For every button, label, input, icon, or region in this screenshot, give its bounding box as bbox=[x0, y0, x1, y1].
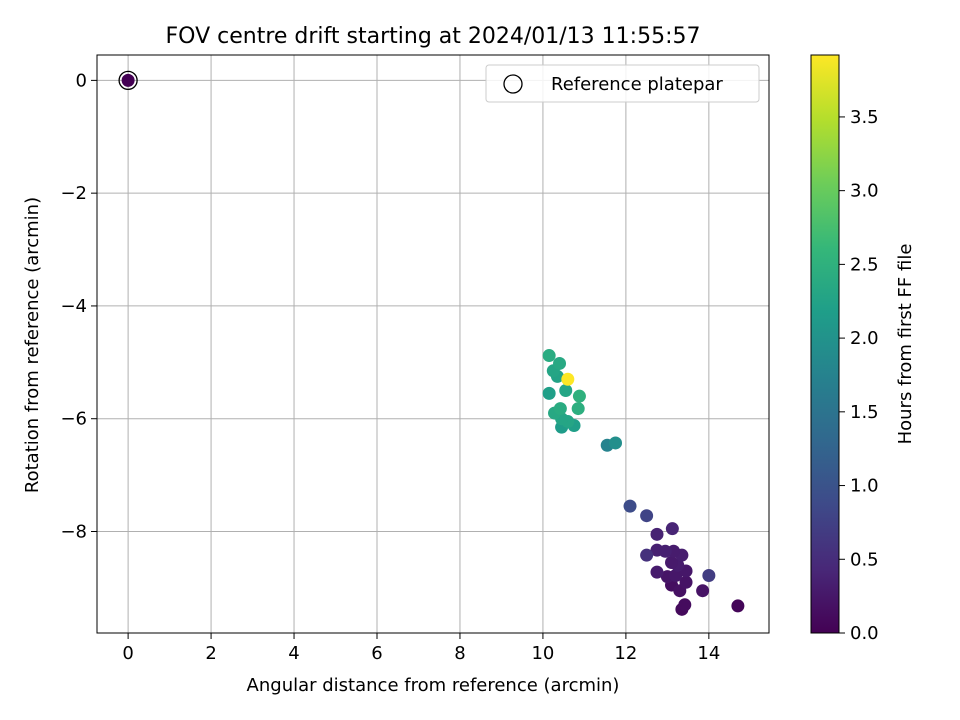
data-point bbox=[542, 349, 556, 363]
data-point bbox=[553, 356, 567, 370]
data-point bbox=[623, 499, 637, 513]
colorbar-tick-label: 3.5 bbox=[850, 107, 879, 128]
legend: Reference platepar bbox=[485, 64, 760, 103]
data-point bbox=[542, 386, 556, 400]
data-point bbox=[702, 568, 716, 582]
data-point bbox=[559, 384, 573, 398]
points-layer bbox=[118, 70, 745, 616]
data-point bbox=[609, 436, 623, 450]
colorbar-tick-label: 1.5 bbox=[850, 402, 879, 423]
legend-box bbox=[485, 64, 760, 103]
y-tick-label: −6 bbox=[60, 409, 87, 430]
y-tick-label: −2 bbox=[60, 183, 87, 204]
ticks-layer: 0 2 4 6 8 10 12 14 0 −2 −4 −6 −8 bbox=[60, 70, 720, 664]
x-tick-label: 6 bbox=[371, 643, 382, 664]
data-point bbox=[640, 509, 654, 523]
y-tick-label: −8 bbox=[60, 521, 87, 542]
data-point bbox=[561, 372, 575, 386]
axes-layer bbox=[96, 54, 770, 634]
colorbar-tick-label: 2.0 bbox=[850, 328, 879, 349]
data-point bbox=[665, 556, 679, 570]
colorbar-label: Hours from first FF file bbox=[895, 244, 916, 445]
data-point bbox=[678, 598, 692, 612]
data-point bbox=[571, 402, 585, 416]
x-tick-label: 10 bbox=[531, 643, 554, 664]
data-point bbox=[572, 389, 586, 403]
data-point bbox=[650, 527, 664, 541]
chart-title: FOV centre drift starting at 2024/01/13 … bbox=[166, 24, 701, 49]
x-tick-label: 12 bbox=[614, 643, 637, 664]
data-point bbox=[650, 565, 664, 579]
reference-point-ring bbox=[118, 70, 138, 91]
x-tick-label: 14 bbox=[697, 643, 720, 664]
data-point bbox=[553, 402, 567, 416]
legend-marker bbox=[503, 74, 523, 94]
colorbar-tick-label: 3.0 bbox=[850, 181, 879, 202]
data-point bbox=[696, 584, 710, 598]
x-axis-label: Angular distance from reference (arcmin) bbox=[247, 675, 620, 696]
x-tick-label: 2 bbox=[205, 643, 216, 664]
plot-frame bbox=[96, 54, 770, 634]
colorbar: 0.0 0.5 1.0 1.5 2.0 2.5 3.0 3.5 Hours from firs… bbox=[810, 54, 916, 644]
data-point bbox=[640, 548, 654, 562]
colorbar-tick-label: 1.0 bbox=[850, 476, 879, 497]
x-tick-label: 8 bbox=[454, 643, 465, 664]
colorbar-tick-label: 0.0 bbox=[850, 623, 879, 644]
colorbar-gradient bbox=[810, 54, 840, 634]
x-tick-label: 0 bbox=[122, 643, 133, 664]
y-tick-label: 0 bbox=[76, 70, 87, 91]
y-axis-label: Rotation from reference (arcmin) bbox=[22, 197, 43, 493]
data-point bbox=[669, 568, 683, 582]
data-point bbox=[665, 522, 679, 536]
data-point bbox=[731, 599, 745, 613]
x-tick-label: 4 bbox=[288, 643, 299, 664]
colorbar-tick-label: 0.5 bbox=[850, 549, 879, 570]
data-point bbox=[658, 544, 672, 558]
colorbar-tick-label: 2.5 bbox=[850, 254, 879, 275]
data-point bbox=[679, 575, 693, 589]
reference-point bbox=[121, 73, 135, 87]
y-tick-label: −4 bbox=[60, 296, 87, 317]
colorbar-ticks: 0.0 0.5 1.0 1.5 2.0 2.5 3.0 3.5 bbox=[839, 107, 879, 644]
legend-entry: Reference platepar bbox=[551, 74, 723, 95]
